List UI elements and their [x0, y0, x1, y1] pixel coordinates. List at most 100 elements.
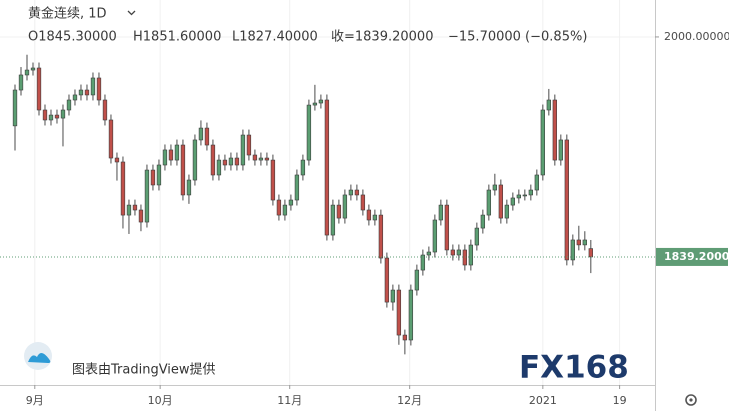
candle-body [174, 144, 180, 161]
candle-body [276, 199, 282, 216]
candle-body [102, 99, 108, 121]
candle-body [264, 157, 270, 161]
last-price-tag [656, 247, 728, 266]
candle-body [450, 249, 456, 256]
candle-body [330, 204, 336, 236]
last-price-label: 1839.20000 [664, 250, 729, 263]
candle-body [12, 89, 18, 127]
x-tick-label: 11月 [277, 394, 302, 407]
candle-body [258, 157, 264, 161]
y-tick-label: 2000.00000 [664, 30, 729, 43]
candle-body [492, 184, 498, 191]
candle-body [354, 189, 360, 196]
candle-body [210, 144, 216, 176]
candle-body [462, 249, 468, 266]
candle-body [288, 199, 294, 206]
candle-body [222, 159, 228, 166]
candle-body [378, 214, 384, 259]
candle-body [114, 157, 120, 163]
candle-body [42, 109, 48, 121]
candle-body [468, 244, 474, 266]
candle-body [504, 204, 510, 219]
candle-body [300, 159, 306, 176]
tradingview-logo-cloud [28, 352, 51, 363]
ohlc-change: −15.70000 (−0.85%) [448, 30, 587, 45]
candle-body [348, 189, 354, 196]
candle-body [318, 99, 324, 104]
candle-body [120, 161, 126, 216]
candle-body [420, 254, 426, 271]
candle-body [48, 114, 54, 121]
candle-body [252, 154, 258, 161]
settings-icon[interactable] [685, 394, 697, 406]
candle-body [216, 159, 222, 176]
candle-body [66, 99, 72, 111]
candles [12, 54, 593, 355]
settings-gear[interactable] [685, 394, 697, 406]
candle-body [126, 204, 132, 216]
candle-body [534, 174, 539, 191]
candle-body [234, 157, 240, 166]
candle-body [24, 69, 30, 76]
candle-body [564, 139, 569, 261]
candle-body [552, 99, 557, 161]
candle-body [342, 194, 348, 219]
candle-body [78, 89, 84, 96]
x-tick-label: 10月 [148, 394, 173, 407]
ohlc-open: O1845.30000 [28, 30, 117, 45]
candle-body [306, 104, 312, 161]
candle-body [336, 204, 342, 219]
candle-body [372, 214, 378, 221]
candle-body [408, 289, 414, 341]
candle-body [204, 127, 210, 146]
candle-body [588, 248, 593, 258]
candle-body [108, 119, 114, 159]
candle-body [36, 67, 42, 111]
candle-body [516, 194, 522, 199]
candle-body [438, 204, 444, 221]
candle-body [576, 239, 581, 246]
candle-body [402, 334, 408, 341]
candle-body [144, 169, 150, 223]
candle-body [486, 189, 492, 216]
candle-body [132, 204, 138, 211]
x-tick-label: 9月 [26, 394, 44, 407]
candle-body [180, 144, 186, 196]
candle-body [246, 134, 252, 156]
candle-body [162, 149, 168, 166]
candle-body [240, 134, 246, 166]
candle-body [150, 169, 156, 186]
candle-body [90, 77, 96, 96]
candle-body [360, 194, 366, 211]
candle-body [498, 184, 504, 219]
candle-body [546, 99, 551, 111]
candle-body [186, 179, 192, 196]
candle-body [414, 269, 420, 291]
brand-logo: FX168 [519, 350, 629, 386]
candle-body [30, 67, 36, 71]
candle-body [270, 159, 276, 201]
candle-body [582, 239, 587, 246]
ohlc-low: L1827.40000 [232, 30, 318, 45]
candle-body [480, 214, 486, 229]
ohlc-close: 收=1839.20000 [331, 30, 433, 45]
candle-body [60, 109, 66, 119]
candle-body [192, 139, 198, 181]
candle-body [312, 102, 318, 106]
symbol-title[interactable]: 黄金连续, 1D [28, 6, 107, 22]
candle-body [228, 157, 234, 166]
candle-body [456, 249, 462, 256]
interval-dropdown[interactable] [127, 10, 136, 16]
candle-body [510, 197, 516, 206]
x-tick-label: 19 [613, 394, 627, 407]
candle-body [390, 289, 396, 303]
candle-body [528, 189, 533, 196]
candle-body [84, 89, 90, 96]
grid [0, 0, 655, 385]
candle-body [540, 109, 545, 176]
x-tick-label: 12月 [397, 394, 422, 407]
candle-body [96, 77, 102, 101]
tradingview-credit[interactable]: 图表由TradingView提供 [72, 362, 216, 378]
candle-body [294, 174, 300, 201]
